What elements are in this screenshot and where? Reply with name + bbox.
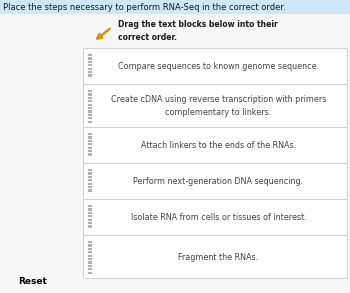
FancyBboxPatch shape: [88, 117, 92, 120]
FancyBboxPatch shape: [88, 255, 92, 257]
FancyBboxPatch shape: [88, 212, 92, 214]
FancyBboxPatch shape: [88, 74, 92, 76]
FancyBboxPatch shape: [88, 225, 92, 228]
FancyBboxPatch shape: [88, 261, 92, 264]
FancyBboxPatch shape: [84, 127, 348, 163]
FancyBboxPatch shape: [84, 49, 348, 84]
FancyBboxPatch shape: [88, 146, 92, 149]
FancyBboxPatch shape: [88, 208, 92, 211]
FancyBboxPatch shape: [88, 110, 92, 113]
FancyBboxPatch shape: [88, 169, 92, 171]
Text: Isolate RNA from cells or tissues of interest.: Isolate RNA from cells or tissues of int…: [131, 213, 306, 222]
FancyBboxPatch shape: [88, 93, 92, 96]
FancyBboxPatch shape: [88, 64, 92, 67]
FancyBboxPatch shape: [88, 186, 92, 188]
FancyBboxPatch shape: [88, 272, 92, 274]
FancyBboxPatch shape: [88, 248, 92, 250]
FancyBboxPatch shape: [88, 143, 92, 145]
FancyBboxPatch shape: [88, 268, 92, 270]
FancyBboxPatch shape: [84, 84, 348, 127]
FancyBboxPatch shape: [84, 163, 348, 200]
FancyBboxPatch shape: [88, 57, 92, 59]
FancyBboxPatch shape: [84, 200, 348, 236]
Text: Reset: Reset: [18, 277, 47, 285]
FancyBboxPatch shape: [88, 189, 92, 192]
FancyBboxPatch shape: [88, 251, 92, 253]
FancyBboxPatch shape: [88, 150, 92, 152]
FancyBboxPatch shape: [88, 107, 92, 109]
FancyBboxPatch shape: [88, 258, 92, 260]
Text: Place the steps necessary to perform RNA-Seq in the correct order.: Place the steps necessary to perform RNA…: [3, 3, 286, 11]
FancyBboxPatch shape: [88, 241, 92, 243]
FancyBboxPatch shape: [88, 133, 92, 135]
Text: Fragment the RNAs.: Fragment the RNAs.: [178, 253, 259, 261]
FancyBboxPatch shape: [88, 137, 92, 139]
FancyBboxPatch shape: [88, 54, 92, 56]
FancyBboxPatch shape: [88, 215, 92, 217]
FancyBboxPatch shape: [88, 71, 92, 73]
Text: Compare sequences to known genome sequence.: Compare sequences to known genome sequen…: [118, 62, 319, 71]
FancyBboxPatch shape: [88, 121, 92, 123]
FancyBboxPatch shape: [88, 154, 92, 156]
Text: Drag the text blocks below into their
correct order.: Drag the text blocks below into their co…: [118, 20, 278, 42]
FancyBboxPatch shape: [88, 265, 92, 267]
FancyBboxPatch shape: [88, 219, 92, 221]
FancyBboxPatch shape: [84, 236, 348, 279]
FancyBboxPatch shape: [88, 140, 92, 142]
FancyBboxPatch shape: [88, 172, 92, 175]
FancyBboxPatch shape: [88, 183, 92, 185]
Text: Create cDNA using reverse transcription with primers
complementary to linkers.: Create cDNA using reverse transcription …: [111, 95, 326, 117]
Text: Attach linkers to the ends of the RNAs.: Attach linkers to the ends of the RNAs.: [141, 141, 296, 150]
FancyBboxPatch shape: [88, 176, 92, 178]
FancyBboxPatch shape: [88, 114, 92, 116]
FancyBboxPatch shape: [88, 244, 92, 247]
FancyBboxPatch shape: [88, 179, 92, 181]
FancyBboxPatch shape: [0, 0, 350, 14]
FancyBboxPatch shape: [88, 97, 92, 99]
FancyBboxPatch shape: [88, 205, 92, 207]
FancyBboxPatch shape: [88, 100, 92, 102]
FancyBboxPatch shape: [88, 222, 92, 224]
FancyBboxPatch shape: [88, 61, 92, 63]
Text: Perform next-generation DNA sequencing.: Perform next-generation DNA sequencing.: [133, 177, 303, 186]
FancyBboxPatch shape: [88, 68, 92, 70]
FancyBboxPatch shape: [88, 104, 92, 106]
FancyBboxPatch shape: [88, 90, 92, 92]
